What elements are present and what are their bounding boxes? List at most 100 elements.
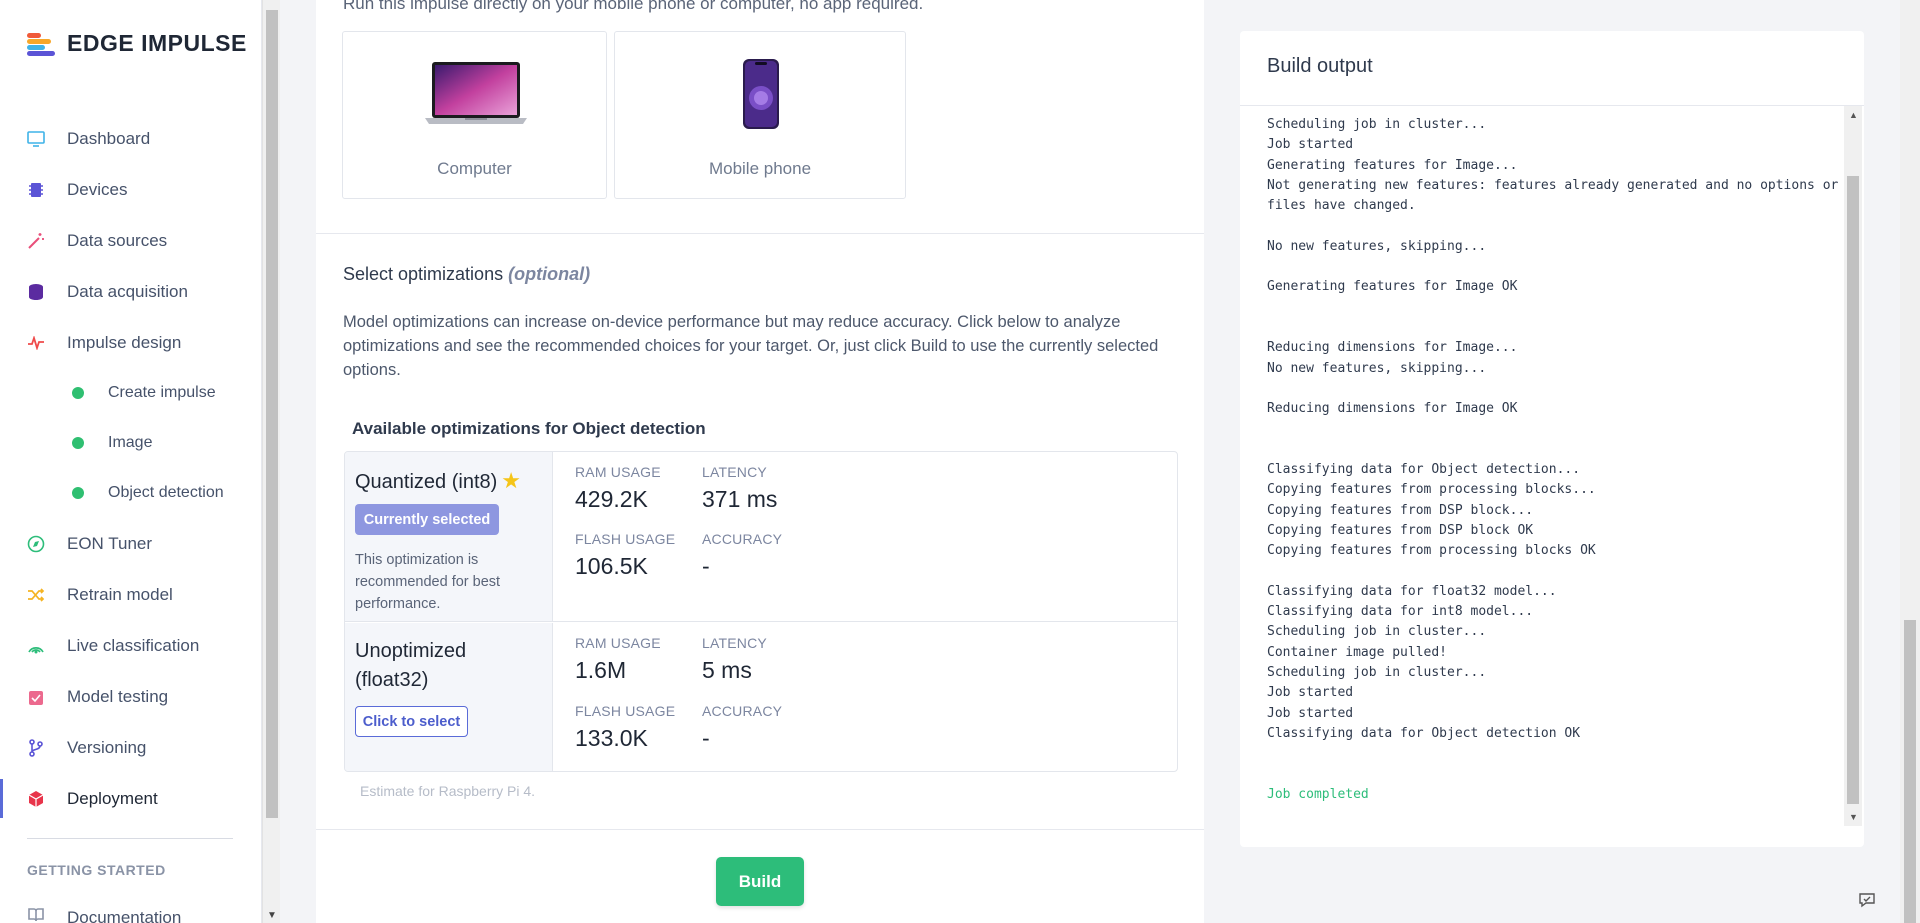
- log-line: [1267, 216, 1837, 236]
- database-icon: [27, 283, 45, 301]
- sidebar-item-live-classification[interactable]: Live classification: [0, 620, 262, 671]
- sidebar-item-label: Object detection: [108, 484, 224, 501]
- device-label: Mobile phone: [708, 159, 812, 178]
- sidebar-item-create-impulse[interactable]: Create impulse: [0, 368, 262, 418]
- logo[interactable]: EDGE IMPULSE: [27, 30, 247, 57]
- scroll-down-arrow-icon[interactable]: ▼: [1849, 812, 1858, 822]
- select-optimizations-title: Select optimizations (optional): [343, 264, 590, 285]
- pulse-icon: [27, 334, 45, 352]
- log-line: Copying features from DSP block...: [1267, 502, 1534, 518]
- sidebar-item-data-acquisition[interactable]: Data acquisition: [0, 266, 262, 317]
- metric-value: 106.5K: [575, 553, 648, 579]
- device-card-mobile-phone[interactable]: Mobile phone: [614, 31, 906, 199]
- log-line: [1267, 562, 1837, 582]
- sidebar-item-label: Data acquisition: [67, 281, 188, 301]
- log-line: Reducing dimensions for Image...: [1267, 340, 1518, 356]
- sidebar-scrollbar-thumb[interactable]: [266, 10, 278, 818]
- log-line: Generating features for Image...: [1267, 157, 1518, 173]
- optimization-name-text: Quantized (int8): [355, 471, 498, 493]
- log-line: Classifying data for int8 model...: [1267, 604, 1534, 620]
- optimization-summary: Unoptimized (float32) Click to select: [345, 623, 553, 771]
- sidebar-item-label: Create impulse: [108, 384, 216, 401]
- sidebar-item-label: Documentation: [67, 908, 182, 923]
- build-output-title: Build output: [1267, 55, 1373, 77]
- estimate-note: Estimate for Raspberry Pi 4.: [360, 783, 536, 799]
- log-line: No new features, skipping...: [1267, 238, 1487, 254]
- sidebar-item-object-detection[interactable]: Object detection: [0, 468, 262, 518]
- sidebar-item-model-testing[interactable]: Model testing: [0, 671, 262, 722]
- sidebar-item-versioning[interactable]: Versioning: [0, 722, 262, 773]
- sidebar-item-label: Live classification: [67, 635, 200, 655]
- optimization-row-float32[interactable]: Unoptimized (float32) Click to select RA…: [345, 623, 1177, 771]
- feedback-icon[interactable]: [1856, 889, 1878, 911]
- sidebar-item-dashboard[interactable]: Dashboard: [0, 113, 262, 164]
- available-optimizations-title: Available optimizations for Object detec…: [352, 419, 706, 438]
- sidebar-item-documentation[interactable]: Documentation: [27, 906, 181, 923]
- optimization-name: Unoptimized (float32): [355, 640, 467, 691]
- ram-usage-metric: RAM USAGE 1.6M: [575, 635, 661, 684]
- section-divider: [316, 829, 1204, 830]
- log-line: [1267, 379, 1837, 399]
- log-line: Copying features from processing blocks …: [1267, 543, 1596, 559]
- section-heading-getting-started: GETTING STARTED: [27, 862, 166, 878]
- sidebar-item-deployment[interactable]: Deployment: [0, 773, 262, 824]
- sidebar-item-eon-tuner[interactable]: EON Tuner: [0, 518, 262, 569]
- metric-label: FLASH USAGE: [575, 703, 676, 719]
- sidebar-item-image[interactable]: Image: [0, 418, 262, 468]
- ram-usage-metric: RAM USAGE 429.2K: [575, 464, 661, 513]
- log-line: Scheduling job in cluster...: [1267, 117, 1487, 132]
- sidebar-item-retrain-model[interactable]: Retrain model: [0, 569, 262, 620]
- sidebar-item-data-sources[interactable]: Data sources: [0, 215, 262, 266]
- build-output-panel: Build output Scheduling job in cluster..…: [1240, 31, 1864, 847]
- metric-value: 371 ms: [702, 486, 778, 512]
- optimization-name: Quantized (int8) ★: [355, 466, 545, 497]
- sidebar-item-impulse-design[interactable]: Impulse design: [0, 317, 262, 368]
- build-output-scrollbar[interactable]: ▲ ▼: [1844, 106, 1862, 826]
- signal-icon: [27, 637, 45, 655]
- monitor-icon: [27, 130, 45, 148]
- metric-value: 429.2K: [575, 486, 648, 512]
- optimization-row-int8[interactable]: Quantized (int8) ★ Currently selected Thi…: [345, 452, 1177, 622]
- star-icon: ★: [501, 468, 522, 493]
- sidebar: EDGE IMPULSE Dashboard Devices Data source…: [0, 0, 262, 923]
- latency-metric: LATENCY 371 ms: [702, 464, 777, 513]
- click-to-select-button[interactable]: Click to select: [355, 706, 468, 737]
- log-line: Job started: [1267, 705, 1354, 721]
- laptop-icon: [425, 62, 527, 124]
- metric-label: RAM USAGE: [575, 464, 661, 480]
- status-dot-icon: [69, 384, 87, 402]
- sidebar-item-devices[interactable]: Devices: [0, 164, 262, 215]
- wand-icon: [27, 232, 45, 250]
- scroll-up-arrow-icon[interactable]: ▲: [1849, 110, 1858, 120]
- page-scrollbar-thumb[interactable]: [1904, 620, 1916, 923]
- clipboard-check-icon: [27, 688, 45, 706]
- metric-value: -: [702, 725, 710, 751]
- device-card-computer[interactable]: Computer: [342, 31, 607, 199]
- section-divider: [316, 233, 1204, 234]
- log-line: [1267, 419, 1837, 439]
- chip-icon: [27, 181, 45, 199]
- metric-label: LATENCY: [702, 635, 767, 651]
- metric-label: RAM USAGE: [575, 635, 661, 651]
- status-dot-icon: [69, 484, 87, 502]
- log-line: [1267, 765, 1837, 785]
- sidebar-item-label: Versioning: [67, 737, 147, 757]
- log-line: [1267, 318, 1837, 338]
- build-button[interactable]: Build: [716, 857, 804, 906]
- branch-icon: [27, 738, 45, 757]
- log-line: Classifying data for float32 model...: [1267, 583, 1557, 599]
- compass-icon: [27, 535, 45, 553]
- book-icon: [28, 908, 44, 922]
- log-line: [1267, 440, 1837, 460]
- metric-value: 5 ms: [702, 657, 752, 683]
- metric-label: LATENCY: [702, 464, 767, 480]
- page-scrollbar[interactable]: [1900, 0, 1920, 923]
- scroll-down-arrow-icon[interactable]: ▼: [267, 910, 277, 921]
- build-output-scrollbar-thumb[interactable]: [1847, 176, 1859, 804]
- metric-label: FLASH USAGE: [575, 531, 676, 547]
- sidebar-item-label: Deployment: [67, 788, 158, 808]
- sidebar-scrollbar[interactable]: ▼: [262, 0, 280, 923]
- accuracy-metric: ACCURACY -: [702, 531, 782, 580]
- section-title-text: Select optimizations: [343, 264, 504, 284]
- log-line: Job completed: [1267, 786, 1369, 802]
